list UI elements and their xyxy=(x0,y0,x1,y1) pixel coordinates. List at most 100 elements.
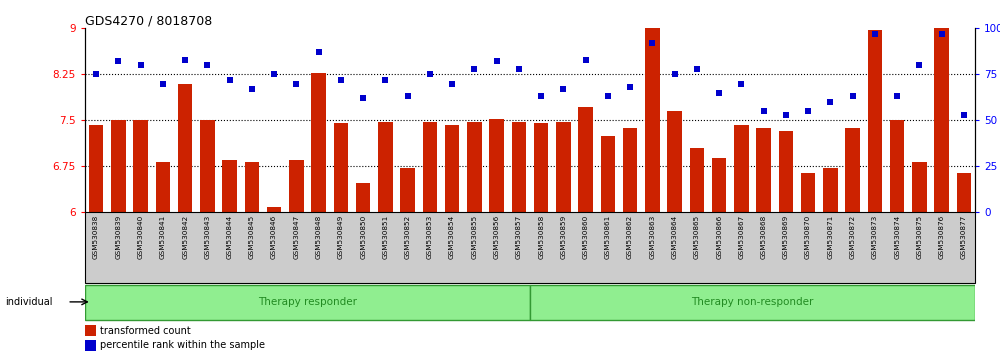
Point xyxy=(533,93,549,99)
Text: GSM530851: GSM530851 xyxy=(382,215,388,259)
Text: GSM530847: GSM530847 xyxy=(293,215,299,259)
Text: GSM530859: GSM530859 xyxy=(560,215,566,259)
Text: GSM530848: GSM530848 xyxy=(316,215,322,259)
Bar xyxy=(667,111,682,212)
Text: transformed count: transformed count xyxy=(100,326,191,336)
Point xyxy=(800,108,816,114)
Bar xyxy=(489,119,504,212)
Text: GSM530845: GSM530845 xyxy=(249,215,255,259)
Point xyxy=(911,62,927,68)
Bar xyxy=(712,158,726,212)
Text: GSM530850: GSM530850 xyxy=(360,215,366,259)
Bar xyxy=(311,73,326,212)
Point xyxy=(133,62,149,68)
Point xyxy=(311,50,327,55)
Text: GSM530876: GSM530876 xyxy=(939,215,945,259)
Point xyxy=(845,93,861,99)
Text: GSM530843: GSM530843 xyxy=(204,215,210,259)
Bar xyxy=(378,122,393,212)
Point xyxy=(555,86,571,92)
Text: GSM530868: GSM530868 xyxy=(761,215,767,259)
Point xyxy=(333,77,349,83)
Point xyxy=(466,66,482,72)
Bar xyxy=(245,162,259,212)
Point xyxy=(711,90,727,96)
Text: Therapy non-responder: Therapy non-responder xyxy=(691,297,814,307)
Point xyxy=(222,77,238,83)
Text: GSM530849: GSM530849 xyxy=(338,215,344,259)
Text: GSM530871: GSM530871 xyxy=(827,215,833,259)
Point xyxy=(733,81,749,86)
Text: GSM530840: GSM530840 xyxy=(138,215,144,259)
Bar xyxy=(801,172,815,212)
Text: GDS4270 / 8018708: GDS4270 / 8018708 xyxy=(85,14,212,27)
Text: GSM530874: GSM530874 xyxy=(894,215,900,259)
Bar xyxy=(222,160,237,212)
Point xyxy=(622,84,638,90)
Bar xyxy=(89,125,103,212)
Point xyxy=(778,112,794,118)
Bar xyxy=(85,285,530,320)
Text: GSM530862: GSM530862 xyxy=(627,215,633,259)
Bar xyxy=(267,207,281,212)
Text: GSM530869: GSM530869 xyxy=(783,215,789,259)
Text: GSM530842: GSM530842 xyxy=(182,215,188,259)
Bar xyxy=(356,183,370,212)
Point xyxy=(667,72,683,77)
Point xyxy=(244,86,260,92)
Point xyxy=(110,59,126,64)
Point xyxy=(288,81,304,86)
Point xyxy=(956,112,972,118)
Point xyxy=(889,93,905,99)
Point xyxy=(756,108,772,114)
Bar xyxy=(85,340,96,351)
Bar xyxy=(734,125,749,212)
Point xyxy=(177,57,193,62)
Bar xyxy=(690,148,704,212)
Bar xyxy=(556,121,571,212)
Bar xyxy=(400,168,415,212)
Bar xyxy=(467,122,482,212)
Bar xyxy=(111,120,126,212)
Point xyxy=(266,72,282,77)
Bar xyxy=(912,162,927,212)
Text: GSM530857: GSM530857 xyxy=(516,215,522,259)
Point xyxy=(155,81,171,86)
Bar xyxy=(423,122,437,212)
Bar xyxy=(534,124,548,212)
Bar xyxy=(868,29,882,212)
Bar xyxy=(512,122,526,212)
Text: GSM530854: GSM530854 xyxy=(449,215,455,259)
Text: GSM530873: GSM530873 xyxy=(872,215,878,259)
Text: GSM530864: GSM530864 xyxy=(672,215,678,259)
Text: GSM530870: GSM530870 xyxy=(805,215,811,259)
Bar xyxy=(578,107,593,212)
Bar xyxy=(823,168,838,212)
Bar xyxy=(178,84,192,212)
Text: GSM530872: GSM530872 xyxy=(850,215,856,259)
Text: GSM530853: GSM530853 xyxy=(427,215,433,259)
Text: GSM530860: GSM530860 xyxy=(583,215,589,259)
Bar xyxy=(289,160,304,212)
Point xyxy=(199,62,215,68)
Bar xyxy=(623,128,637,212)
Point xyxy=(511,66,527,72)
Bar xyxy=(890,120,904,212)
Bar xyxy=(645,28,660,212)
Bar xyxy=(601,136,615,212)
Text: percentile rank within the sample: percentile rank within the sample xyxy=(100,340,265,350)
Bar xyxy=(957,172,971,212)
Bar xyxy=(756,128,771,212)
Text: GSM530861: GSM530861 xyxy=(605,215,611,259)
Point xyxy=(355,96,371,101)
Bar xyxy=(530,285,975,320)
Bar xyxy=(85,212,975,283)
Text: GSM530846: GSM530846 xyxy=(271,215,277,259)
Bar xyxy=(85,325,96,336)
Point xyxy=(600,93,616,99)
Point xyxy=(400,93,416,99)
Text: GSM530877: GSM530877 xyxy=(961,215,967,259)
Bar xyxy=(845,128,860,212)
Text: GSM530875: GSM530875 xyxy=(916,215,922,259)
Point xyxy=(578,57,594,62)
